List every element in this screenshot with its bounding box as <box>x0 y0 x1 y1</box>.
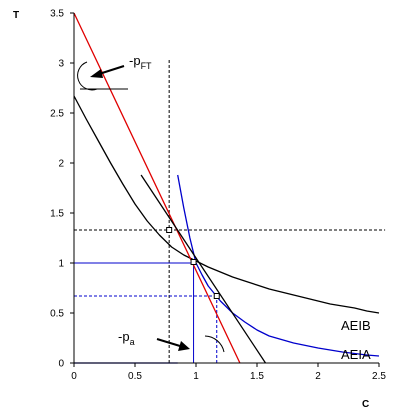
series-line-1 <box>177 174 380 357</box>
x-tick-label-1: 0.5 <box>128 371 142 382</box>
y-tick-label-0: 0 <box>58 359 64 370</box>
y-tick-label-3: 1.5 <box>50 209 64 220</box>
curve-label-aeia: AEIA <box>341 347 371 362</box>
y-tick-label-1: 0.5 <box>50 309 64 320</box>
y-tick-label-4: 2 <box>58 159 64 170</box>
series-line-3 <box>73 12 241 364</box>
p-ft-angle-arc <box>77 61 98 91</box>
annotation-p-ft: -pFT <box>77 53 152 91</box>
series-lines <box>73 12 380 364</box>
x-tick-label-0: 0 <box>71 371 77 382</box>
y-tick-label-7: 3.5 <box>50 9 64 20</box>
x-axis-label: C <box>362 399 369 409</box>
p-a-angle-arc <box>204 335 225 353</box>
p-a-arrow-head <box>178 341 190 351</box>
y-tick-label-2: 1 <box>58 259 64 270</box>
series-line-0 <box>73 95 380 314</box>
p-ft-arrow-shaft <box>98 65 125 75</box>
axis-ticks: 0 0.5 1 1.5 2 2.5 0 0.5 1 1.5 2 2.5 3 3.5 <box>50 9 386 383</box>
p-a-arrow-shaft <box>156 338 181 347</box>
p-ft-arrow-head <box>90 69 103 78</box>
x-tick-label-4: 2 <box>315 371 321 382</box>
p-ft-label: -pFT <box>129 53 152 71</box>
x-tick-label-5: 2.5 <box>372 371 386 382</box>
x-tick-label-2: 1 <box>193 371 199 382</box>
annotation-p-a: -pa <box>118 329 225 353</box>
x-tick-label-3: 1.5 <box>250 371 264 382</box>
data-point-2 <box>213 293 220 299</box>
y-axis-label: T <box>13 10 19 21</box>
p-a-label: -pa <box>118 329 135 347</box>
series-line-4 <box>140 174 267 364</box>
curve-label-aeib: AEIB <box>341 318 371 333</box>
reference-lines <box>74 60 386 363</box>
y-tick-label-5: 2.5 <box>50 109 64 120</box>
data-point-1 <box>190 259 197 265</box>
data-point-0 <box>166 227 173 233</box>
data-points <box>166 227 220 299</box>
y-tick-label-6: 3 <box>58 59 64 70</box>
